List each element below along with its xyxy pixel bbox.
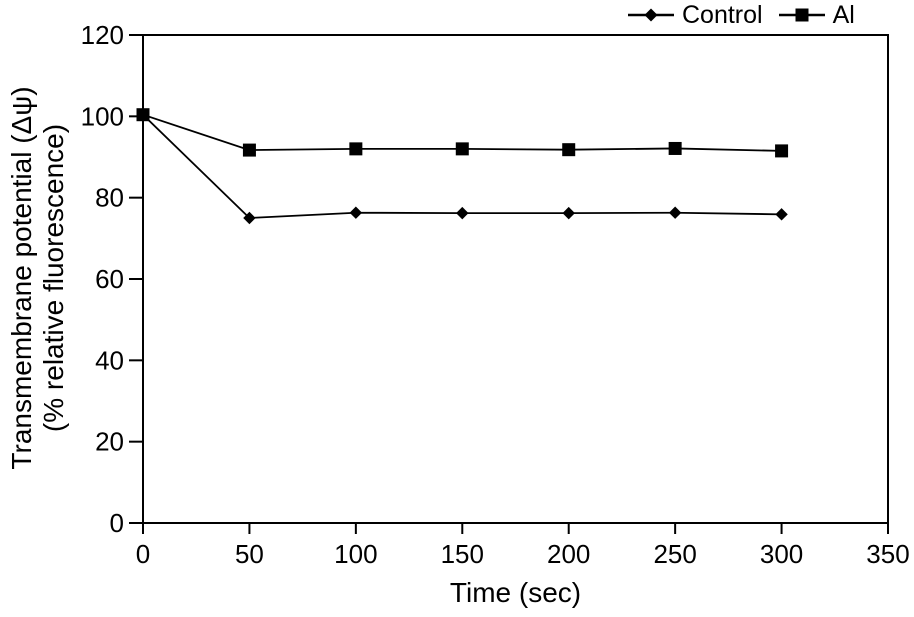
chart-legend: Control Al <box>628 0 855 30</box>
y-axis-tick-label: 0 <box>110 508 124 538</box>
data-point-al <box>349 142 363 156</box>
y-axis-tick-label: 80 <box>95 183 124 213</box>
x-axis-tick-label: 0 <box>136 539 150 569</box>
data-point-control <box>349 206 363 219</box>
x-axis-tick-label: 200 <box>547 539 590 569</box>
x-axis-tick-label: 50 <box>235 539 264 569</box>
y-axis-tick-label: 20 <box>95 427 124 457</box>
y-axis-tick-label: 120 <box>81 20 124 50</box>
legend-label-control: Control <box>682 1 763 29</box>
data-point-control <box>775 208 788 221</box>
legend-item-control: Control <box>628 1 763 29</box>
x-axis-tick-label: 350 <box>866 539 909 569</box>
x-axis-tick-label: 300 <box>760 539 803 569</box>
data-point-control <box>562 206 575 220</box>
series-line-control <box>142 114 782 219</box>
data-point-al <box>242 143 256 157</box>
square-marker-icon <box>778 8 825 22</box>
diamond-marker-icon <box>628 8 674 22</box>
plot-border <box>142 34 889 524</box>
data-point-control <box>243 211 256 225</box>
data-point-al <box>562 143 576 157</box>
y-axis-tick-label: 40 <box>95 345 124 375</box>
legend-label-al: Al <box>832 1 855 29</box>
data-point-al <box>775 144 789 158</box>
x-axis-tick-label: 100 <box>334 539 377 569</box>
data-point-al <box>455 142 469 156</box>
x-axis-tick-label: 150 <box>441 539 484 569</box>
data-point-al <box>668 141 682 155</box>
x-axis-title: Time (sec) <box>449 577 582 608</box>
legend-item-al: Al <box>778 1 855 29</box>
data-point-control <box>668 206 682 219</box>
data-point-control <box>456 206 469 220</box>
x-axis-tick-label: 250 <box>653 539 696 569</box>
data-point-al <box>136 108 150 122</box>
y-axis-tick-label: 100 <box>81 101 124 131</box>
y-axis-tick-label: 60 <box>95 264 124 294</box>
